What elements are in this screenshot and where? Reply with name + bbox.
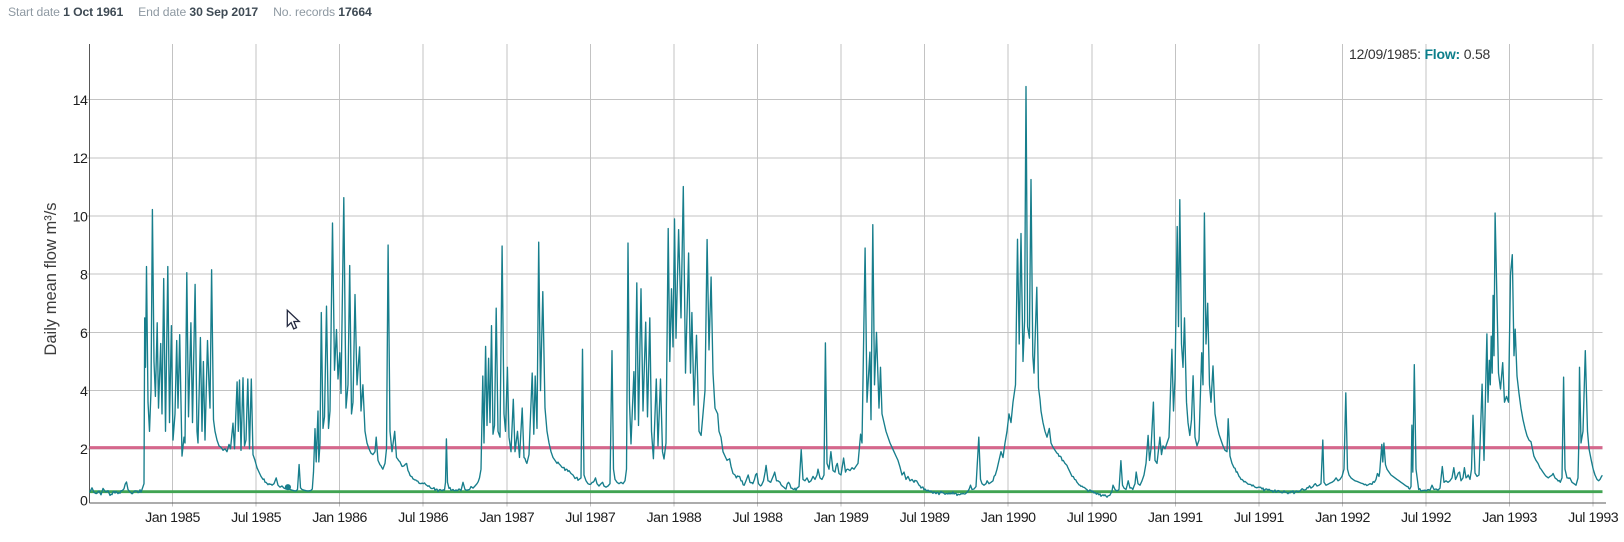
svg-text:12: 12 [73,151,88,167]
svg-text:Daily mean flow m³/s: Daily mean flow m³/s [42,202,60,355]
svg-text:Jul 1987: Jul 1987 [565,510,616,526]
svg-text:Jan 1991: Jan 1991 [1148,510,1203,526]
svg-text:Jan 1985: Jan 1985 [145,510,200,526]
svg-text:Jul 1989: Jul 1989 [900,510,951,526]
svg-text:4: 4 [80,384,88,400]
svg-text:14: 14 [73,93,88,109]
svg-text:Jan 1990: Jan 1990 [981,510,1036,526]
svg-text:Jul 1993: Jul 1993 [1568,510,1619,526]
svg-text:Jan 1987: Jan 1987 [479,510,534,526]
svg-text:8: 8 [80,268,88,284]
svg-text:Jan 1992: Jan 1992 [1315,510,1370,526]
svg-text:6: 6 [80,326,88,342]
svg-text:Jul 1985: Jul 1985 [231,510,282,526]
svg-text:Jul 1990: Jul 1990 [1067,510,1118,526]
svg-text:Jul 1991: Jul 1991 [1234,510,1285,526]
svg-text:Jan 1989: Jan 1989 [814,510,869,526]
svg-text:Jan 1993: Jan 1993 [1482,510,1537,526]
svg-text:2: 2 [80,442,88,458]
svg-text:Jan 1988: Jan 1988 [647,510,702,526]
svg-text:Jul 1988: Jul 1988 [732,510,783,526]
svg-text:10: 10 [73,209,88,225]
svg-text:Jul 1992: Jul 1992 [1401,510,1452,526]
svg-text:0: 0 [80,493,88,509]
svg-text:Jan 1986: Jan 1986 [312,510,367,526]
svg-text:Jul 1986: Jul 1986 [398,510,449,526]
